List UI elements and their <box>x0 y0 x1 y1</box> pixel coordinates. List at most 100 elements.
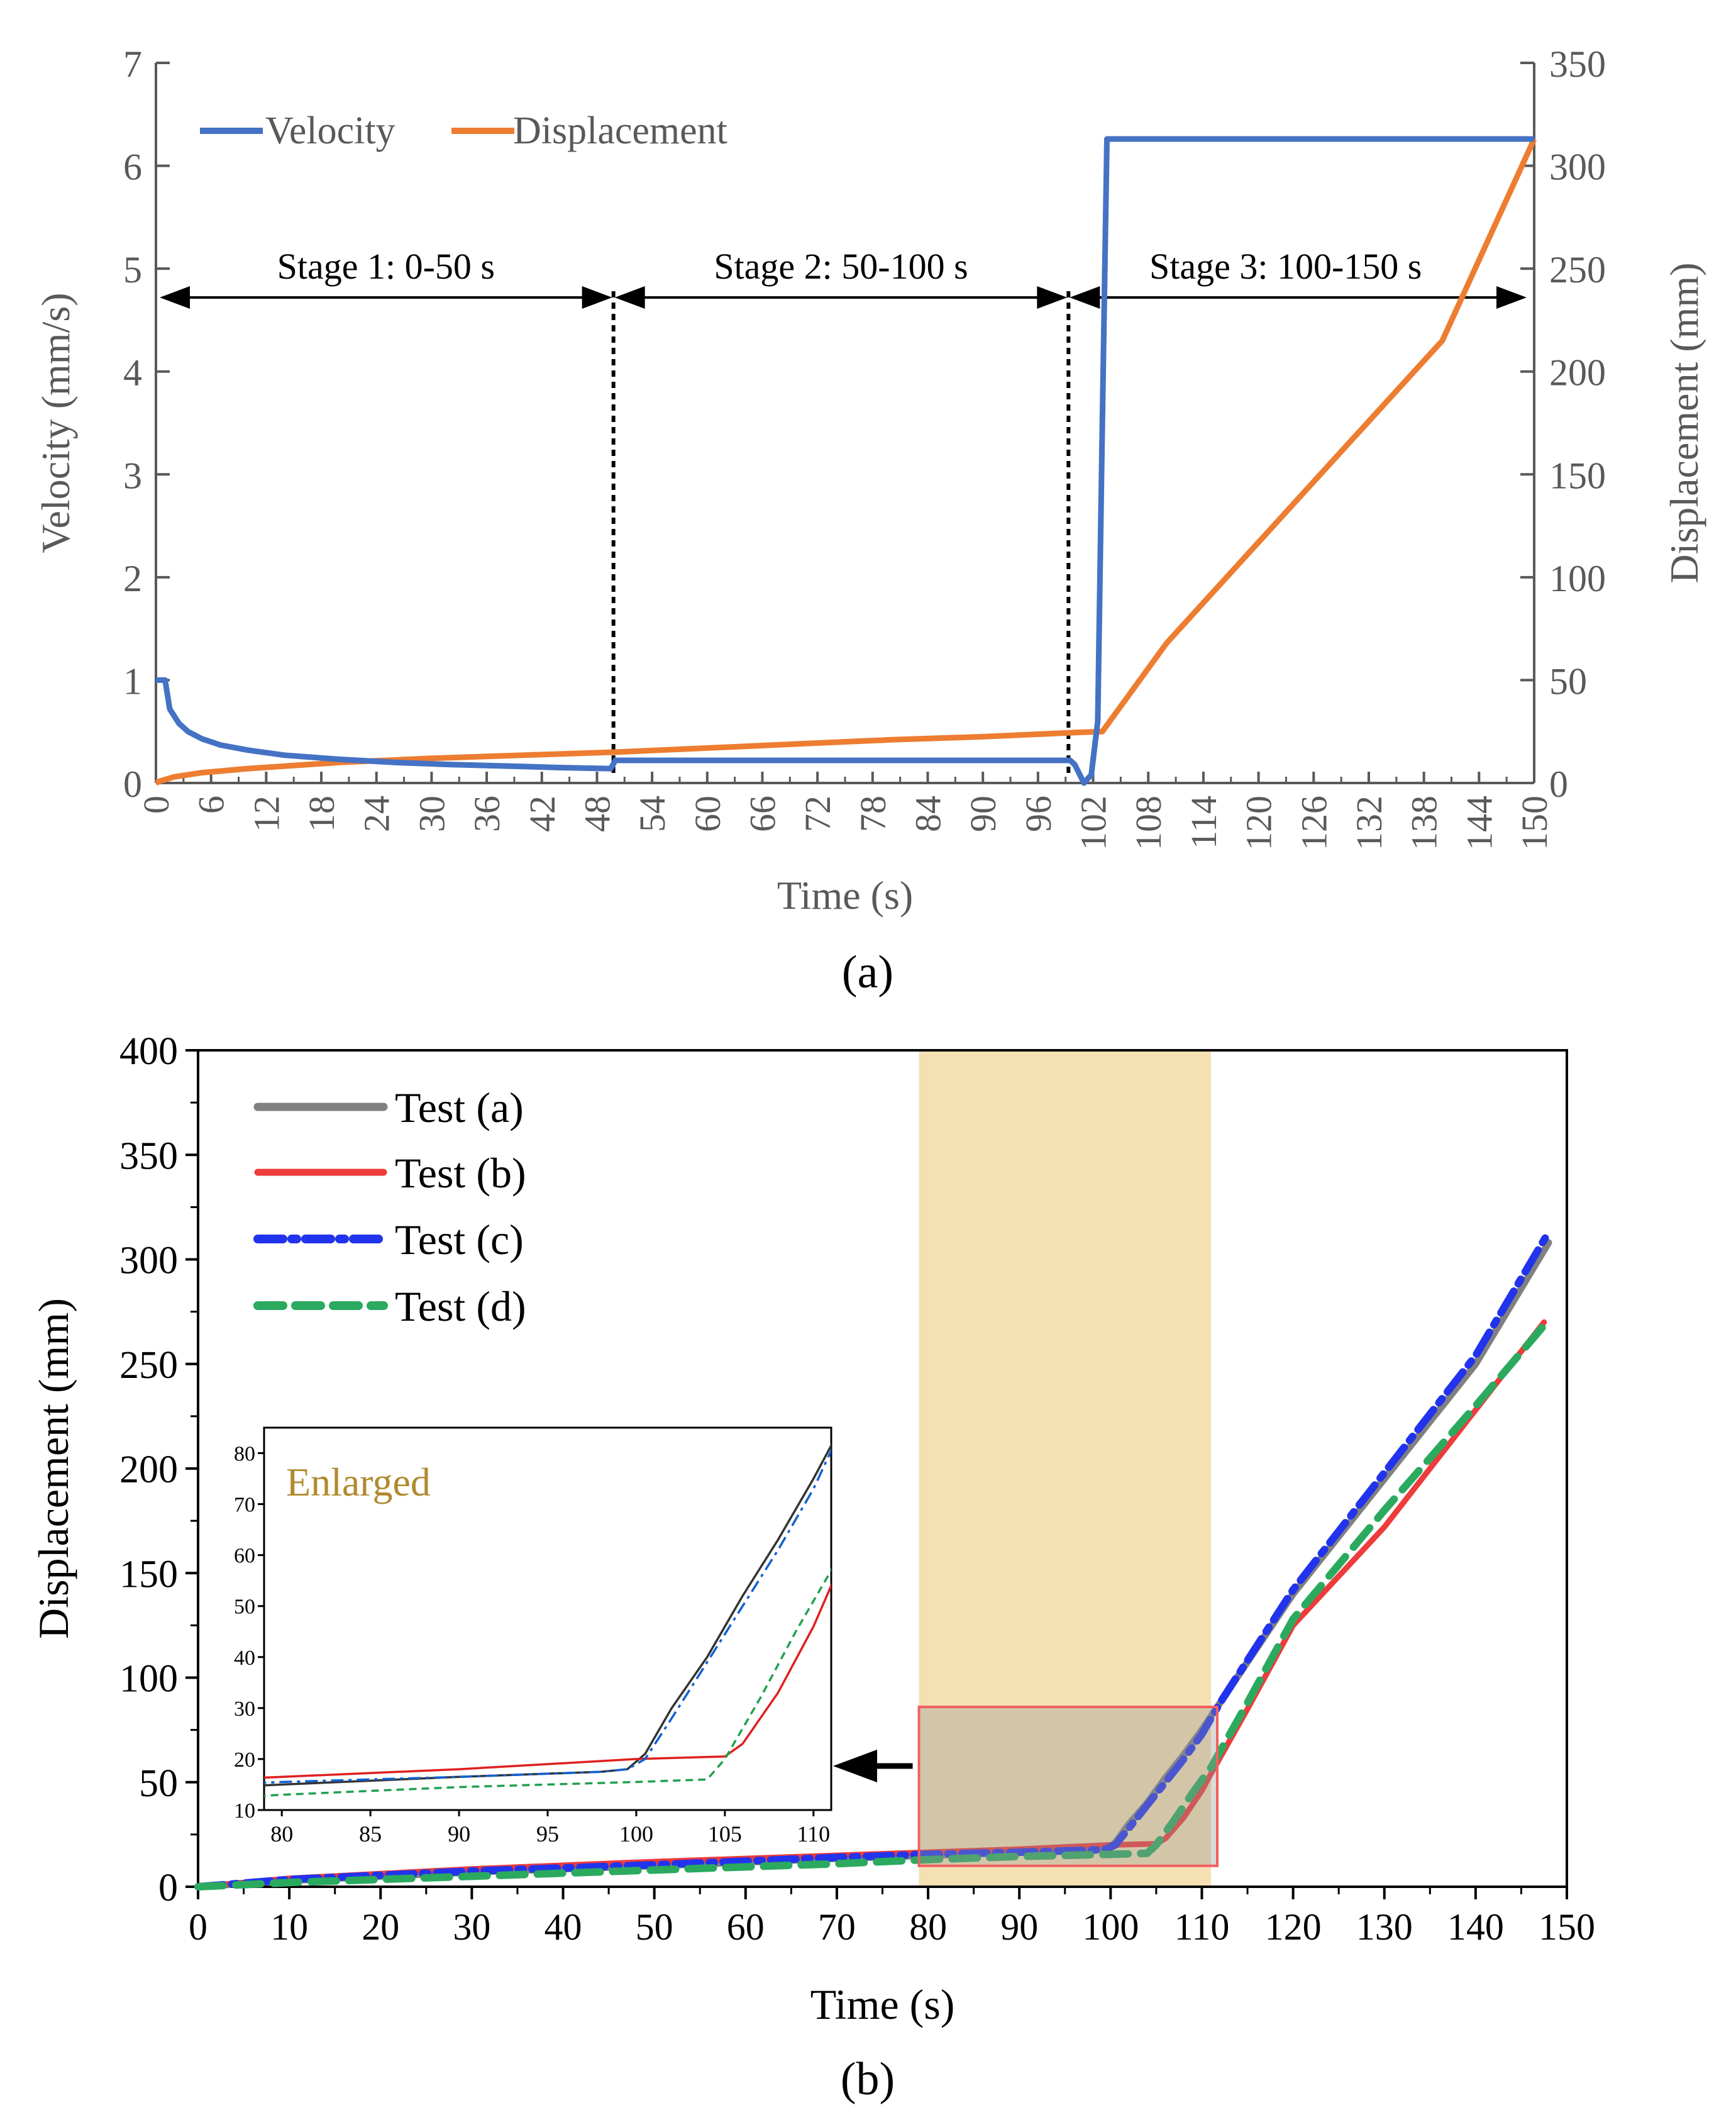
inset-x-tick-label: 90 <box>448 1821 470 1847</box>
stage-label: Stage 1: 0-50 s <box>277 246 495 287</box>
x-tick-label: 90 <box>963 796 1003 832</box>
x-tick-label: 114 <box>1183 796 1224 849</box>
zoom-arrow-head <box>833 1750 877 1782</box>
x-tick-label: 48 <box>577 796 617 832</box>
x-tick-label: 110 <box>1175 1906 1230 1948</box>
y-tick-label: 300 <box>119 1240 178 1282</box>
x-axis-title: Time (s) <box>810 1980 955 2028</box>
x-tick-label: 36 <box>467 796 507 832</box>
x-tick-label: 0 <box>189 1906 207 1948</box>
y-tick-label: 400 <box>119 1030 178 1073</box>
x-tick-label: 120 <box>1265 1906 1322 1948</box>
x-tick-label: 150 <box>1539 1906 1595 1948</box>
inset-x-tick-label: 100 <box>619 1821 653 1847</box>
x-tick-label: 140 <box>1447 1906 1504 1948</box>
y-right-tick-label: 300 <box>1549 147 1606 188</box>
x-tick-label: 50 <box>636 1906 673 1948</box>
y-left-tick-label: 6 <box>123 147 142 188</box>
x-tick-label: 96 <box>1018 796 1059 832</box>
legend-velocity-label: Velocity <box>265 109 395 152</box>
x-tick-label: 20 <box>362 1906 399 1948</box>
y-axis-title: Displacement (mm) <box>30 1298 77 1639</box>
inset-test-c-series-line <box>264 1448 831 1784</box>
x-tick-label: 24 <box>357 796 397 832</box>
x-tick-label: 80 <box>909 1906 947 1948</box>
inset-x-tick-label: 80 <box>270 1821 293 1847</box>
x-tick-label: 30 <box>411 796 452 832</box>
x-tick-label: 126 <box>1293 796 1334 850</box>
y-left-axis-title: Velocity (mm/s) <box>33 292 78 553</box>
stage-arrow-left-head <box>1070 286 1100 309</box>
test-d-series-line <box>194 1316 1552 1891</box>
x-tick-label: 90 <box>1000 1906 1038 1948</box>
y-right-tick-label: 150 <box>1549 455 1606 496</box>
x-tick-label: 10 <box>270 1906 308 1948</box>
panel-b-displacement-tests-chart: 0 50 100 150 200 250 300 350 400 0 10 20 30 40 50 60 70 8… <box>30 1030 1595 2105</box>
x-tick-label: 30 <box>453 1906 490 1948</box>
stage-label: Stage 2: 50-100 s <box>714 246 968 287</box>
inset-y-tick-label: 70 <box>234 1494 255 1517</box>
y-right-tick-label: 200 <box>1549 352 1606 394</box>
x-tick-label: 100 <box>1082 1906 1139 1948</box>
legend-label-test-c: Test (c) <box>395 1216 524 1263</box>
inset-enlarged-label: Enlarged <box>286 1460 431 1504</box>
legend-label-test-a: Test (a) <box>395 1084 524 1131</box>
y-right-tick-label: 0 <box>1549 764 1568 805</box>
y-right-tick-label: 100 <box>1549 558 1606 599</box>
y-tick-label: 350 <box>119 1135 178 1177</box>
x-tick-label: 108 <box>1128 796 1169 850</box>
legend-label-test-b: Test (b) <box>395 1149 526 1197</box>
inset-y-tick-label: 60 <box>234 1545 255 1568</box>
y-right-tick-label: 350 <box>1549 43 1606 85</box>
inset-y-tick-label: 80 <box>234 1443 255 1466</box>
inset-x-tick-label: 110 <box>797 1821 830 1847</box>
stage-arrow-right-head <box>582 286 612 309</box>
y-tick-label: 0 <box>158 1867 178 1909</box>
x-tick-label: 70 <box>818 1906 856 1948</box>
y-left-tick-label: 4 <box>123 352 142 394</box>
inset-test-a-series-line <box>264 1443 831 1787</box>
stage-label: Stage 3: 100-150 s <box>1149 246 1422 287</box>
y-tick-label: 200 <box>119 1448 178 1491</box>
x-tick-label: 144 <box>1459 796 1500 850</box>
legend-displacement-label: Displacement <box>513 109 727 152</box>
x-tick-label: 120 <box>1239 796 1280 850</box>
inset-y-tick-label: 10 <box>234 1799 255 1823</box>
x-tick-label: 6 <box>191 796 232 814</box>
x-tick-label: 72 <box>797 796 838 832</box>
x-tick-label: 40 <box>545 1906 582 1948</box>
y-left-tick-label: 3 <box>123 455 142 496</box>
y-left-tick-label: 2 <box>123 558 142 599</box>
x-tick-label: 60 <box>687 796 728 832</box>
y-right-tick-label: 250 <box>1549 249 1606 291</box>
y-left-tick-label: 1 <box>123 660 142 702</box>
y-tick-label: 250 <box>119 1344 178 1387</box>
highlight-band <box>919 1050 1211 1887</box>
x-tick-label: 66 <box>742 796 783 832</box>
x-tick-label: 138 <box>1404 796 1445 850</box>
y-right-axis-title: Displacement (mm) <box>1662 262 1706 583</box>
y-tick-label: 50 <box>139 1762 178 1805</box>
y-left-tick-label: 5 <box>123 249 142 291</box>
x-tick-label: 130 <box>1356 1906 1413 1948</box>
x-axis-title: Time (s) <box>777 873 913 918</box>
y-tick-label: 150 <box>119 1553 178 1596</box>
x-tick-label: 84 <box>908 796 949 832</box>
zoom-region-box <box>917 1706 1219 1867</box>
inset-y-tick-label: 40 <box>234 1647 255 1670</box>
y-tick-label: 100 <box>119 1658 178 1701</box>
x-tick-label: 78 <box>853 796 893 832</box>
inset-x-tick-label: 105 <box>708 1821 742 1847</box>
y-left-tick-label: 7 <box>123 43 142 85</box>
test-c-series-line <box>194 1228 1552 1891</box>
x-tick-label: 60 <box>727 1906 765 1948</box>
x-tick-label: 0 <box>136 796 177 814</box>
displacement-series-line <box>155 138 1537 786</box>
inset-chart: 10 20 30 40 50 60 70 80 80 85 90 95 100 105 110 Enlarge… <box>234 1426 832 1847</box>
stage-arrow-left-head <box>614 286 645 309</box>
x-tick-label: 12 <box>246 796 287 832</box>
panel-label-a: (a) <box>842 947 893 998</box>
stage-arrow-right-head <box>1037 286 1068 309</box>
